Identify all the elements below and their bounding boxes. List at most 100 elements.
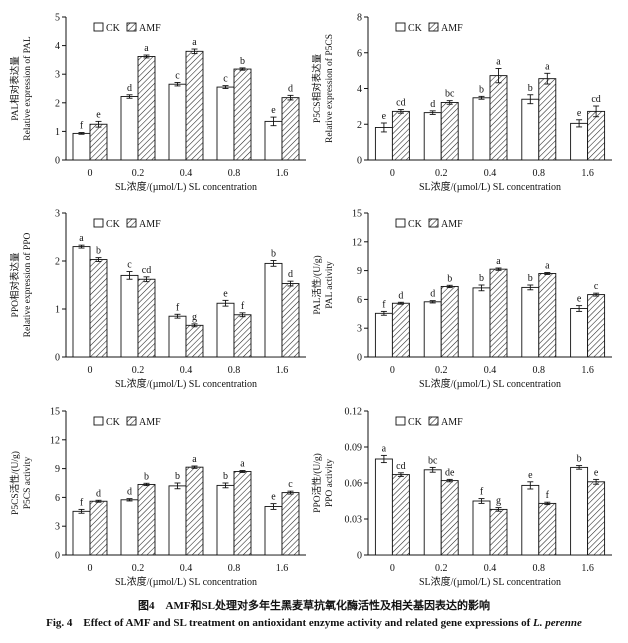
significance-letter: cd <box>396 98 405 109</box>
significance-letter: d <box>288 269 293 280</box>
bar-ck-0.8 <box>521 286 540 358</box>
significance-letter: c <box>223 74 228 85</box>
bar-ck-0.2 <box>423 301 442 358</box>
legend-swatch-ck <box>395 22 406 32</box>
x-tick-label: 0.4 <box>180 563 193 574</box>
bar-ck-0.4 <box>168 83 187 161</box>
x-tick-label: 1.6 <box>581 365 594 376</box>
bar-amf-0.2 <box>137 56 156 161</box>
y-tick-label: 0.09 <box>345 443 363 454</box>
legend-swatch-amf <box>428 218 439 228</box>
significance-letter: b <box>447 273 452 284</box>
bar-amf-0 <box>89 500 108 556</box>
significance-letter: e <box>96 109 101 120</box>
y-tick-label: 2 <box>55 257 60 268</box>
y-tick-label: 2 <box>357 120 362 131</box>
bar-ck-0.2 <box>120 96 139 161</box>
y-tick-label: 12 <box>352 237 362 248</box>
y-tick-label: 3 <box>55 70 60 81</box>
x-tick-label: 0 <box>88 563 93 574</box>
bar-ck-0.4 <box>168 315 187 358</box>
bar-amf-0.8 <box>233 471 252 556</box>
y-axis-label-cn: PPO相对表达量 <box>9 252 21 317</box>
x-tick-label: 0.2 <box>132 563 145 574</box>
x-tick-label: 0.4 <box>484 168 497 179</box>
legend-label-ck: CK <box>408 219 423 230</box>
x-tick-label: 0 <box>390 365 395 376</box>
y-tick-label: 1 <box>55 305 60 316</box>
significance-letter: a <box>192 454 197 465</box>
significance-letter: a <box>496 256 501 267</box>
bar-ck-0 <box>72 246 91 358</box>
legend-swatch-amf <box>126 416 137 426</box>
significance-letter: e <box>528 470 533 481</box>
y-tick-label: 3 <box>357 324 362 335</box>
bar-ck-1.6 <box>570 122 589 161</box>
chart-panel-middle-right: 0 3 6 9 12 15 CK AMF f d 0 d b 0.2 b a 0.4 b a 0.8 e c 1.6 SL浓度… <box>311 209 612 390</box>
significance-letter: d <box>127 83 132 94</box>
bar-ck-0.8 <box>216 484 235 556</box>
x-tick-label: 0.4 <box>180 168 193 179</box>
significance-letter: g <box>192 312 197 323</box>
y-axis-label-cn: PAL活性/(U/g) <box>311 255 323 314</box>
y-tick-label: 3 <box>55 522 60 533</box>
bar-amf-0 <box>89 259 108 358</box>
y-tick-label: 1 <box>55 127 60 138</box>
significance-letter: de <box>445 467 455 478</box>
legend-label-amf: AMF <box>441 417 463 428</box>
y-axis-label-en: PPO activity <box>325 459 335 508</box>
x-tick-label: 0.2 <box>435 563 448 574</box>
y-tick-label: 0 <box>55 551 60 562</box>
y-tick-label: 9 <box>55 464 60 475</box>
bar-amf-0.4 <box>185 324 204 358</box>
significance-letter: d <box>430 289 435 300</box>
y-tick-label: 0 <box>357 156 362 167</box>
x-tick-label: 1.6 <box>581 563 594 574</box>
bar-amf-0 <box>391 110 410 161</box>
significance-letter: cd <box>396 461 405 472</box>
significance-letter: b <box>144 471 149 482</box>
bar-ck-1.6 <box>264 506 283 556</box>
significance-letter: e <box>271 492 276 503</box>
bar-ck-0.2 <box>423 469 442 556</box>
significance-letter: e <box>271 105 276 116</box>
x-tick-label: 0 <box>390 563 395 574</box>
x-tick-label: 0.4 <box>484 563 497 574</box>
bar-amf-0.8 <box>538 78 557 161</box>
bar-amf-0.2 <box>137 483 156 556</box>
x-tick-label: 0.4 <box>180 365 193 376</box>
bar-amf-1.6 <box>281 97 300 161</box>
y-tick-label: 4 <box>55 41 60 52</box>
x-axis-label: SL浓度/(µmol/L) SL concentration <box>419 377 561 390</box>
legend-label-amf: AMF <box>139 219 161 230</box>
legend-label-amf: AMF <box>139 417 161 428</box>
x-tick-label: 0.2 <box>435 168 448 179</box>
y-tick-label: 15 <box>352 209 362 220</box>
legend-label-ck: CK <box>106 23 121 34</box>
legend-label-amf: AMF <box>139 23 161 34</box>
significance-letter: a <box>240 459 245 470</box>
significance-letter: bc <box>445 89 455 100</box>
significance-letter: a <box>382 443 387 454</box>
legend-label-ck: CK <box>106 219 121 230</box>
chart-panel-middle-left: 0 1 2 3 CK AMF a b 0 c cd 0.2 f g 0.4 e f 0.8 b d 1.6 SL浓度/(µ… <box>9 209 306 390</box>
bar-amf-0 <box>391 474 410 556</box>
significance-letter: c <box>127 260 132 271</box>
legend-label-amf: AMF <box>441 219 463 230</box>
bar-amf-1.6 <box>587 481 606 556</box>
figure-caption-english: Fig. 4 Effect of AMF and SL treatment on… <box>0 614 628 630</box>
y-tick-label: 3 <box>55 209 60 220</box>
significance-letter: f <box>480 487 484 498</box>
x-tick-label: 1.6 <box>276 365 289 376</box>
significance-letter: cd <box>142 265 151 276</box>
significance-letter: e <box>594 467 599 478</box>
y-tick-label: 0 <box>357 353 362 364</box>
bar-ck-0.2 <box>120 499 139 556</box>
y-tick-label: 6 <box>357 295 362 306</box>
y-axis-label-cn: P5CS相对表达量 <box>311 53 323 123</box>
significance-letter: e <box>382 111 387 122</box>
bar-amf-0.8 <box>538 502 557 556</box>
bar-ck-0 <box>374 312 393 358</box>
